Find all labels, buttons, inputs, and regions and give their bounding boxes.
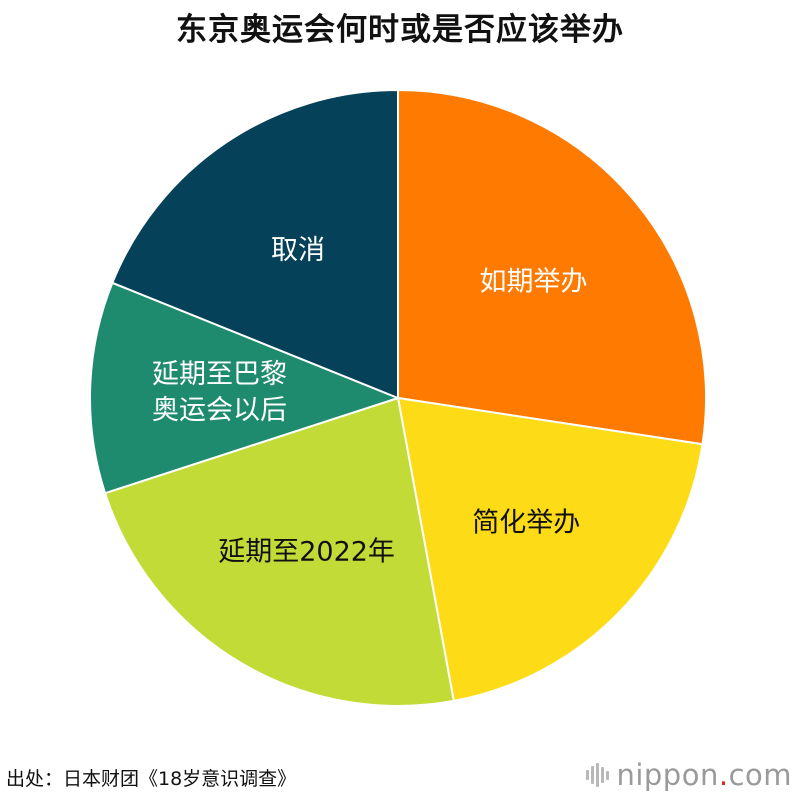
pie-label-4: 取消 [271, 235, 325, 266]
logo-suffix: com [728, 758, 792, 792]
pie-slice-2 [103, 396, 455, 707]
pie-label-1: 简化举办 [472, 507, 580, 538]
pie-label-3: 延期至巴黎奥运会以后 [152, 359, 287, 426]
source-note: 出处：日本财团《18岁意识调查》 [6, 768, 297, 790]
pie-label-0: 如期举办 [479, 267, 587, 298]
pie-label-2: 延期至2022年 [218, 536, 395, 567]
logo-text: nippon.com [616, 758, 792, 792]
pie-slice-3 [89, 281, 401, 495]
chart-title: 东京奥运会何时或是否应该举办 [176, 12, 624, 48]
pie-slice-1 [396, 396, 704, 703]
logo-name: nippon [616, 758, 719, 792]
nippon-logo[interactable]: nippon.com [586, 758, 792, 792]
sound-bars-icon [586, 763, 610, 787]
pie-slice-0 [397, 88, 707, 446]
pie-slice-4 [111, 88, 399, 400]
